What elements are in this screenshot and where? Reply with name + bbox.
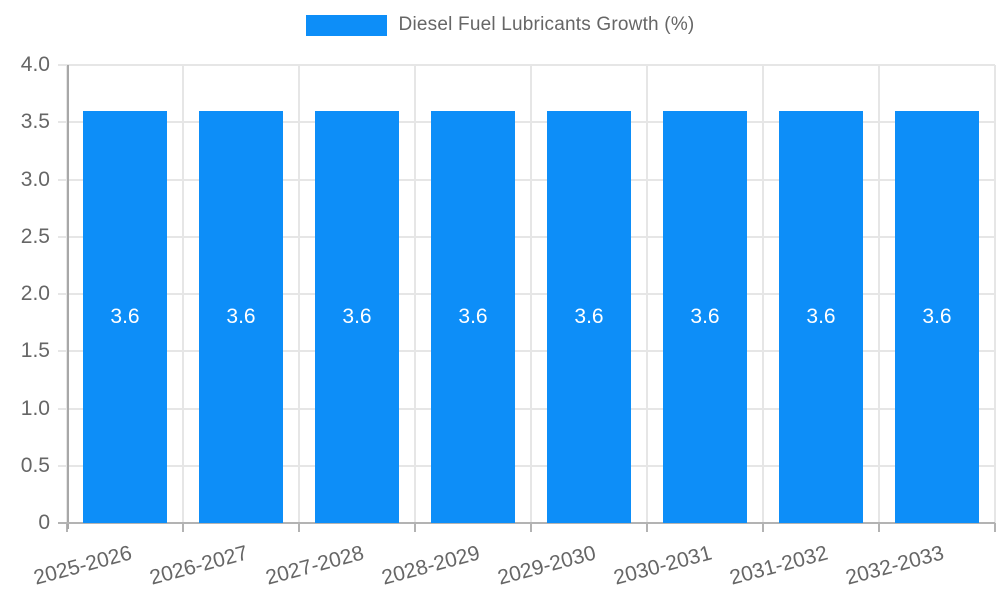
x-axis-tick — [414, 523, 416, 532]
bar-value-label: 3.6 — [458, 304, 488, 328]
bar: 3.6 — [431, 110, 515, 523]
gridline-vertical — [762, 65, 764, 523]
gridline-vertical — [878, 65, 880, 523]
bar-value-label: 3.6 — [806, 304, 836, 328]
x-axis-tick — [298, 523, 300, 532]
bar-value-label: 3.6 — [690, 304, 720, 328]
x-axis-line — [58, 522, 995, 524]
y-axis-line — [67, 65, 69, 529]
bar-value-label: 3.6 — [574, 304, 604, 328]
legend-item[interactable]: Diesel Fuel Lubricants Growth (%) — [0, 14, 1000, 36]
x-tick-label: 2025-2026 — [30, 541, 134, 590]
x-tick-label: 2030-2031 — [610, 541, 714, 590]
gridline-vertical — [994, 65, 996, 523]
bar-value-label: 3.6 — [922, 304, 952, 328]
gridline-horizontal — [58, 64, 995, 66]
x-axis-tick — [878, 523, 880, 532]
legend-label: Diesel Fuel Lubricants Growth (%) — [398, 14, 695, 35]
y-tick-label: 0.5 — [20, 453, 50, 477]
x-axis-tick — [762, 523, 764, 532]
gridline-vertical — [646, 65, 648, 523]
bar: 3.6 — [895, 110, 979, 523]
gridline-horizontal — [58, 464, 995, 467]
x-axis-tick — [182, 523, 184, 532]
gridline-vertical — [414, 65, 416, 523]
y-tick-label: 1.5 — [20, 339, 50, 363]
legend-swatch-icon — [305, 14, 387, 36]
y-tick-label: 2.0 — [20, 282, 50, 305]
bar: 3.6 — [663, 110, 747, 523]
bar-value-label: 3.6 — [110, 304, 140, 328]
gridline-vertical — [298, 65, 300, 523]
gridline-horizontal — [58, 407, 995, 410]
bar: 3.6 — [547, 110, 631, 523]
x-tick-label: 2028-2029 — [378, 541, 482, 590]
y-tick-label: 1.0 — [20, 396, 50, 420]
bar: 3.6 — [315, 110, 399, 523]
x-axis-tick — [646, 523, 648, 532]
gridline-vertical — [182, 65, 184, 523]
y-tick-label: 0 — [38, 511, 50, 534]
x-tick-label: 2027-2028 — [262, 541, 366, 590]
gridline-horizontal — [58, 121, 995, 124]
x-tick-label: 2032-2033 — [842, 541, 946, 590]
plot-area: 3.6 3.6 3.6 3.6 3.6 3.6 3.6 3.6 — [58, 64, 996, 532]
gridline-horizontal — [58, 293, 995, 295]
x-axis-tick — [994, 523, 996, 532]
bar: 3.6 — [779, 110, 863, 523]
y-tick-label: 3.0 — [20, 167, 50, 191]
x-tick-label: 2029-2030 — [494, 541, 598, 590]
y-tick-label: 3.5 — [20, 110, 50, 134]
bar-value-label: 3.6 — [226, 304, 256, 328]
y-tick-label: 2.5 — [20, 224, 50, 248]
gridline-horizontal — [58, 235, 995, 238]
gridline-horizontal — [58, 350, 995, 353]
y-tick-label: 4.0 — [20, 53, 50, 76]
bar: 3.6 — [199, 110, 283, 523]
gridline-vertical — [530, 65, 532, 523]
x-tick-label: 2026-2027 — [146, 541, 250, 590]
bar-value-label: 3.6 — [342, 304, 372, 328]
bar: 3.6 — [83, 110, 167, 523]
x-axis-tick — [530, 523, 532, 532]
gridline-horizontal — [58, 178, 995, 181]
x-tick-label: 2031-2032 — [726, 541, 830, 590]
